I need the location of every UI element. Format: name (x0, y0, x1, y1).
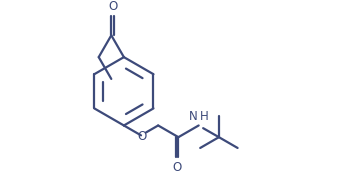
Text: O: O (108, 0, 117, 13)
Text: O: O (137, 130, 146, 143)
Text: O: O (172, 161, 182, 174)
Text: H: H (199, 110, 208, 123)
Text: N: N (189, 110, 198, 123)
